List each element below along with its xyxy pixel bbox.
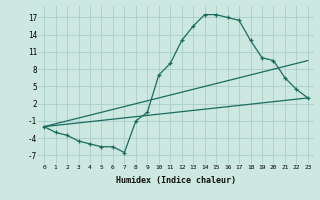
X-axis label: Humidex (Indice chaleur): Humidex (Indice chaleur): [116, 176, 236, 185]
